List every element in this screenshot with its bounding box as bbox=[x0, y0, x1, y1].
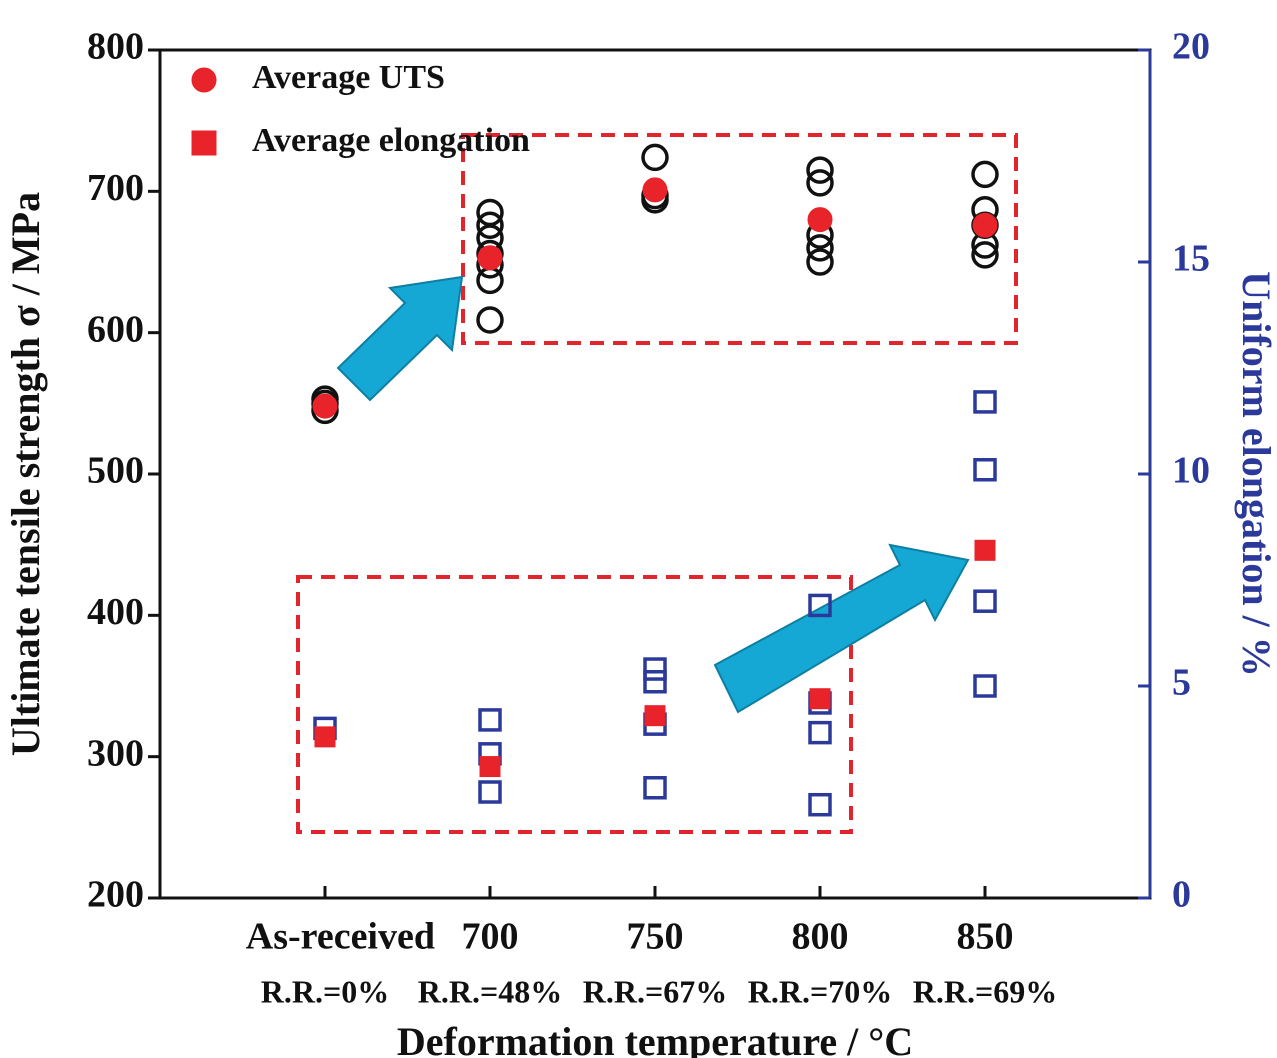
point bbox=[806, 169, 834, 197]
x-sublabel: R.R.=0% bbox=[261, 973, 389, 1009]
point bbox=[643, 670, 667, 694]
legend-label: Average elongation bbox=[252, 122, 530, 159]
point bbox=[642, 177, 668, 203]
point bbox=[971, 241, 999, 269]
point bbox=[479, 756, 501, 778]
point bbox=[971, 160, 999, 189]
annotations bbox=[296, 133, 1018, 834]
point bbox=[974, 539, 996, 561]
x-tick-label: 800 bbox=[792, 916, 849, 958]
point bbox=[643, 657, 667, 681]
y2-tick-label: 15 bbox=[1172, 238, 1210, 280]
point bbox=[476, 211, 504, 240]
x-axis-label: Deformation temperature / °C bbox=[397, 1019, 913, 1058]
point bbox=[314, 726, 336, 748]
point bbox=[478, 780, 502, 804]
arrow bbox=[336, 275, 464, 402]
point bbox=[477, 245, 503, 271]
y-tick-label: 400 bbox=[87, 591, 144, 633]
plot-frame bbox=[158, 48, 1152, 900]
point bbox=[973, 674, 997, 698]
legend-label: Average UTS bbox=[252, 59, 445, 96]
point bbox=[808, 593, 832, 618]
x-sublabel: R.R.=70% bbox=[748, 973, 892, 1009]
x-sublabel: R.R.=48% bbox=[418, 973, 562, 1009]
highlight-box bbox=[296, 575, 853, 834]
point bbox=[312, 393, 338, 419]
point bbox=[191, 67, 217, 93]
point bbox=[973, 589, 997, 613]
y-tick-label: 200 bbox=[87, 874, 144, 916]
y-tick-label: 800 bbox=[87, 26, 144, 68]
point bbox=[191, 130, 217, 156]
arrow bbox=[713, 543, 970, 714]
point bbox=[476, 306, 504, 334]
point bbox=[973, 458, 997, 482]
point bbox=[808, 720, 832, 745]
y-tick-label: 300 bbox=[87, 732, 144, 774]
y-tick-label: 600 bbox=[87, 308, 144, 350]
y-tick-label: 500 bbox=[87, 450, 144, 492]
highlight-box bbox=[461, 133, 1018, 345]
x-sublabel: R.R.=69% bbox=[913, 973, 1057, 1009]
x-tick-label: 750 bbox=[627, 916, 684, 958]
point bbox=[972, 212, 998, 238]
point bbox=[806, 234, 834, 262]
x-tick-label: 700 bbox=[462, 916, 519, 958]
point bbox=[476, 266, 504, 295]
point bbox=[806, 156, 834, 184]
point bbox=[478, 708, 502, 732]
y2-tick-label: 10 bbox=[1172, 450, 1210, 492]
x-tick-label: As-received bbox=[246, 916, 435, 958]
y2-tick-label: 20 bbox=[1172, 26, 1210, 68]
x-tick-label: 850 bbox=[957, 916, 1014, 958]
point bbox=[806, 248, 834, 276]
x-sublabel: R.R.=67% bbox=[583, 973, 727, 1009]
point bbox=[808, 792, 832, 817]
point bbox=[973, 390, 997, 414]
y-tick-label: 700 bbox=[87, 167, 144, 209]
y-axis-label: Ultimate tensile strength σ / MPa bbox=[3, 192, 48, 756]
point bbox=[643, 776, 667, 800]
point bbox=[807, 207, 833, 233]
y2-tick-label: 5 bbox=[1172, 662, 1191, 704]
point bbox=[644, 705, 666, 727]
y2-tick-label: 0 bbox=[1172, 874, 1191, 916]
point bbox=[809, 688, 831, 710]
y2-axis-label: Uniform elongation / % bbox=[1234, 271, 1277, 677]
point bbox=[641, 143, 669, 172]
